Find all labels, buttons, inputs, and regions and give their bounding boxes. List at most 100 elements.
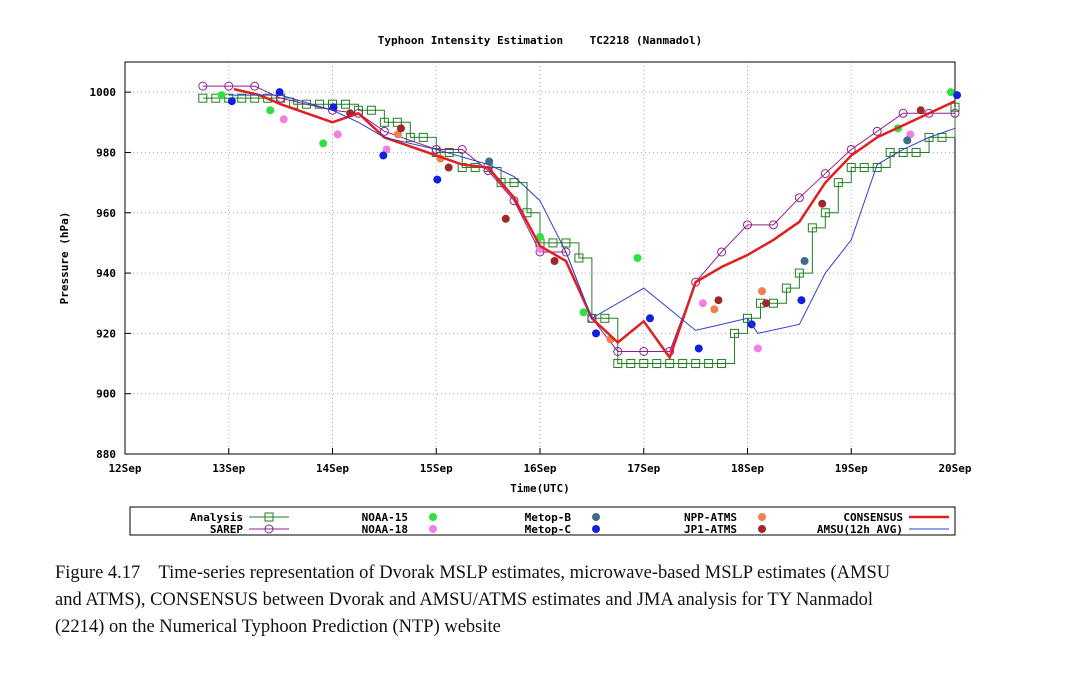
y-tick-label: 1000 (90, 86, 117, 99)
dot-marker (818, 199, 827, 208)
dot-marker (753, 344, 762, 353)
dot-marker (393, 130, 402, 139)
circle-marker (457, 144, 467, 154)
legend-marker (429, 525, 437, 533)
square-marker (781, 283, 791, 293)
square-marker (561, 238, 571, 248)
dot-marker (710, 305, 719, 314)
square-marker (600, 313, 610, 323)
square-marker (704, 359, 714, 369)
dot-marker (266, 106, 275, 115)
series-line (228, 94, 956, 334)
square-marker (898, 147, 908, 157)
square-marker (743, 313, 752, 323)
x-tick-label: 12Sep (108, 462, 141, 475)
square-marker (717, 359, 727, 369)
dot-marker (319, 139, 328, 148)
series-line (202, 85, 955, 352)
square-marker (379, 117, 389, 127)
series-line (233, 87, 956, 361)
circle-marker (250, 81, 260, 91)
dot-marker (797, 296, 806, 305)
x-axis-label: Time(UTC) (510, 482, 570, 495)
dot-marker (217, 91, 226, 100)
caption-line: Figure 4.17 Time-series representation o… (55, 563, 890, 583)
y-axis-label: Pressure (hPa) (58, 212, 71, 305)
circle-marker (353, 108, 363, 118)
square-marker (392, 117, 402, 127)
circle-marker (224, 81, 234, 91)
x-tick-label: 15Sep (420, 462, 453, 475)
legend-marker (758, 513, 766, 521)
y-tick-label: 880 (96, 448, 116, 461)
circle-marker (613, 346, 623, 356)
square-marker (639, 359, 649, 369)
x-tick-label: 16Sep (523, 462, 556, 475)
square-marker (263, 93, 273, 103)
dot-marker (485, 157, 494, 166)
dot-marker (433, 175, 442, 184)
legend-label: NPP-ATMS (684, 511, 737, 524)
dot-marker (382, 145, 391, 154)
dot-marker (275, 88, 284, 97)
circle-marker (379, 126, 389, 136)
square-marker (820, 208, 830, 218)
square-marker (237, 93, 247, 103)
legend-label: Analysis (190, 511, 243, 524)
dot-marker (953, 91, 962, 100)
dot-marker (903, 136, 912, 145)
circle-marker (924, 108, 934, 118)
dot-marker (333, 130, 342, 139)
square-marker (315, 99, 325, 109)
legend-marker (592, 525, 600, 533)
square-marker (950, 102, 960, 112)
circle-marker (691, 277, 701, 287)
legend-label: SAREP (210, 523, 243, 536)
legend-box (129, 506, 956, 536)
square-marker (509, 178, 519, 188)
circle-marker (743, 220, 752, 230)
square-marker (859, 163, 869, 173)
legend-label: Metop-C (525, 523, 571, 536)
legend-marker (429, 513, 437, 521)
square-marker (833, 178, 843, 188)
x-tick-label: 19Sep (835, 462, 868, 475)
legend-label: NOAA-15 (362, 511, 408, 524)
square-marker (678, 359, 688, 369)
y-tick-label: 900 (96, 388, 116, 401)
dot-marker (762, 299, 771, 308)
caption-line: (2214) on the Numerical Typhoon Predicti… (55, 617, 501, 637)
legend-label: AMSU(12h AVG) (817, 523, 903, 536)
square-marker (366, 105, 376, 115)
dot-marker (379, 151, 388, 160)
dot-marker (329, 103, 338, 112)
circle-marker (820, 169, 830, 179)
caption-line: and ATMS), CONSENSUS between Dvorak and … (55, 590, 873, 610)
circle-marker (717, 247, 727, 257)
dot-marker (592, 329, 601, 338)
y-tick-label: 940 (96, 267, 116, 280)
legend-label: NOAA-18 (362, 523, 408, 536)
plot-frame (124, 61, 956, 455)
square-marker (652, 359, 662, 369)
legend-marker (264, 512, 274, 522)
square-marker (911, 147, 921, 157)
circle-marker (898, 108, 908, 118)
x-tick-label: 20Sep (938, 462, 971, 475)
circle-marker (794, 193, 804, 203)
dot-marker (633, 254, 642, 262)
series-line (202, 97, 956, 365)
square-marker (626, 359, 636, 369)
square-marker (405, 132, 415, 142)
square-marker (340, 99, 350, 109)
dot-marker (501, 214, 510, 223)
y-tick-label: 960 (96, 207, 116, 220)
dot-marker (536, 232, 544, 241)
dot-marker (444, 163, 453, 172)
y-tick-label: 920 (96, 327, 116, 340)
dot-marker (698, 299, 707, 308)
dot-marker (758, 287, 767, 296)
legend-marker (264, 524, 274, 534)
legend-label: Metop-B (525, 511, 572, 524)
